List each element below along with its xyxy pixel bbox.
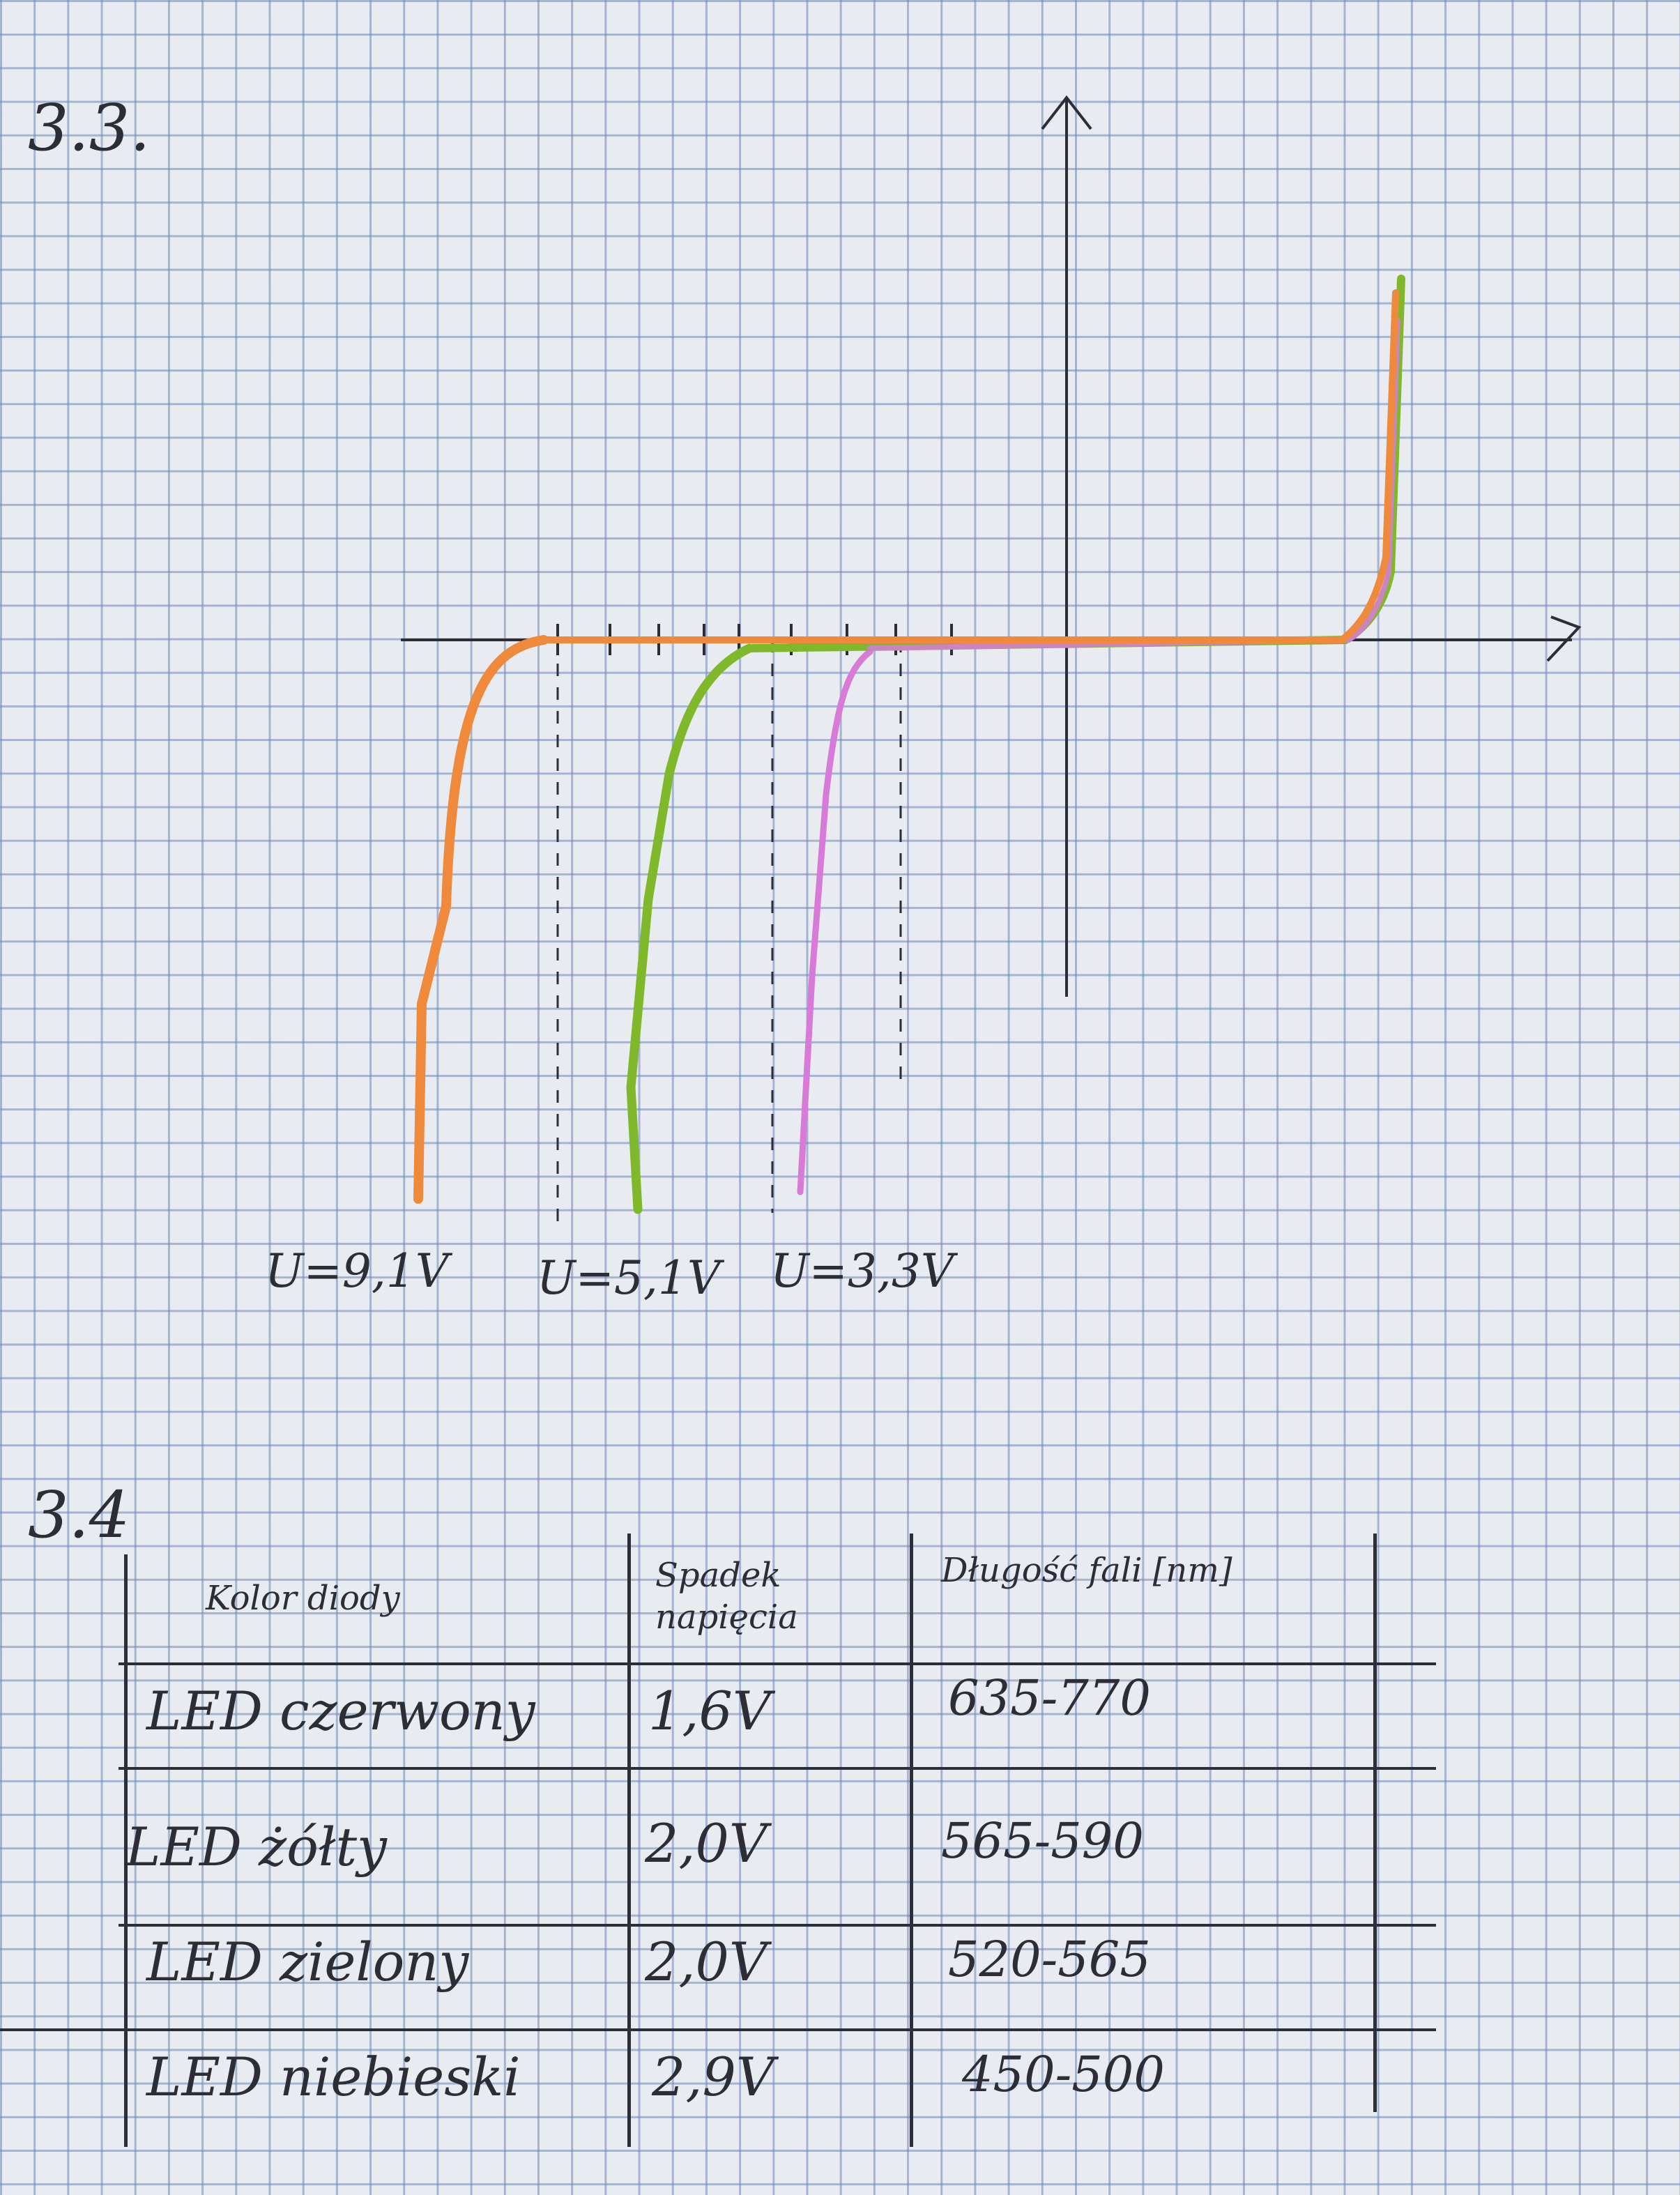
table-row-name: LED żółty	[125, 1816, 387, 1878]
orange-curve	[413, 635, 549, 1204]
table-header-color: Kolor diody	[206, 1579, 400, 1618]
x-axis-arrow	[1546, 615, 1582, 662]
table-row-name: LED czerwony	[146, 1680, 535, 1742]
table-rule-row2	[119, 1924, 1436, 1927]
voltage-label-orange: U=9,1V	[265, 1244, 449, 1298]
forward-curve-green	[745, 275, 1405, 652]
table-row-wavelength: 450-500	[962, 2046, 1165, 2103]
table-rule-row3	[0, 2028, 1436, 2031]
table-row-drop: 2,9V	[652, 2046, 774, 2108]
voltage-label-green: U=5,1V	[537, 1251, 721, 1305]
table-row-name: LED zielony	[146, 1931, 469, 1993]
table-rule-col1	[627, 1534, 631, 2147]
section-heading-table: 3.4	[28, 1478, 130, 1552]
table-rule-right	[1373, 1534, 1377, 2112]
forward-curve-orange	[540, 289, 1399, 643]
voltage-projection-lines	[556, 640, 902, 1227]
table-row-wavelength: 565-590	[941, 1812, 1144, 1869]
forward-curve-violet	[867, 318, 1400, 651]
table-rule-col2	[910, 1534, 913, 2147]
y-axis-arrow	[1041, 95, 1092, 130]
table-row-drop: 1,6V	[648, 1680, 771, 1742]
axes	[401, 95, 1582, 997]
green-curve	[626, 643, 754, 1214]
table-row-drop: 2,0V	[645, 1931, 768, 1993]
table-rule-row1	[119, 1767, 1436, 1770]
table-header-wavelength: Długość fali [nm]	[941, 1551, 1232, 1590]
table-row-name: LED niebieski	[146, 2046, 521, 2108]
table-header-drop: Spadek napięcia	[655, 1556, 798, 1637]
table-rule-left	[124, 1554, 128, 2147]
table-row-wavelength: 635-770	[948, 1669, 1151, 1727]
section-heading-iv: 3.3.	[28, 91, 151, 165]
table-row-drop: 2,0V	[645, 1812, 768, 1874]
voltage-label-violet: U=3,3V	[770, 1244, 954, 1298]
table-row-wavelength: 520-565	[948, 1931, 1151, 1988]
table-rule-header	[119, 1662, 1436, 1665]
iv-characteristic-plot	[401, 95, 1582, 1227]
violet-curve	[797, 648, 873, 1195]
